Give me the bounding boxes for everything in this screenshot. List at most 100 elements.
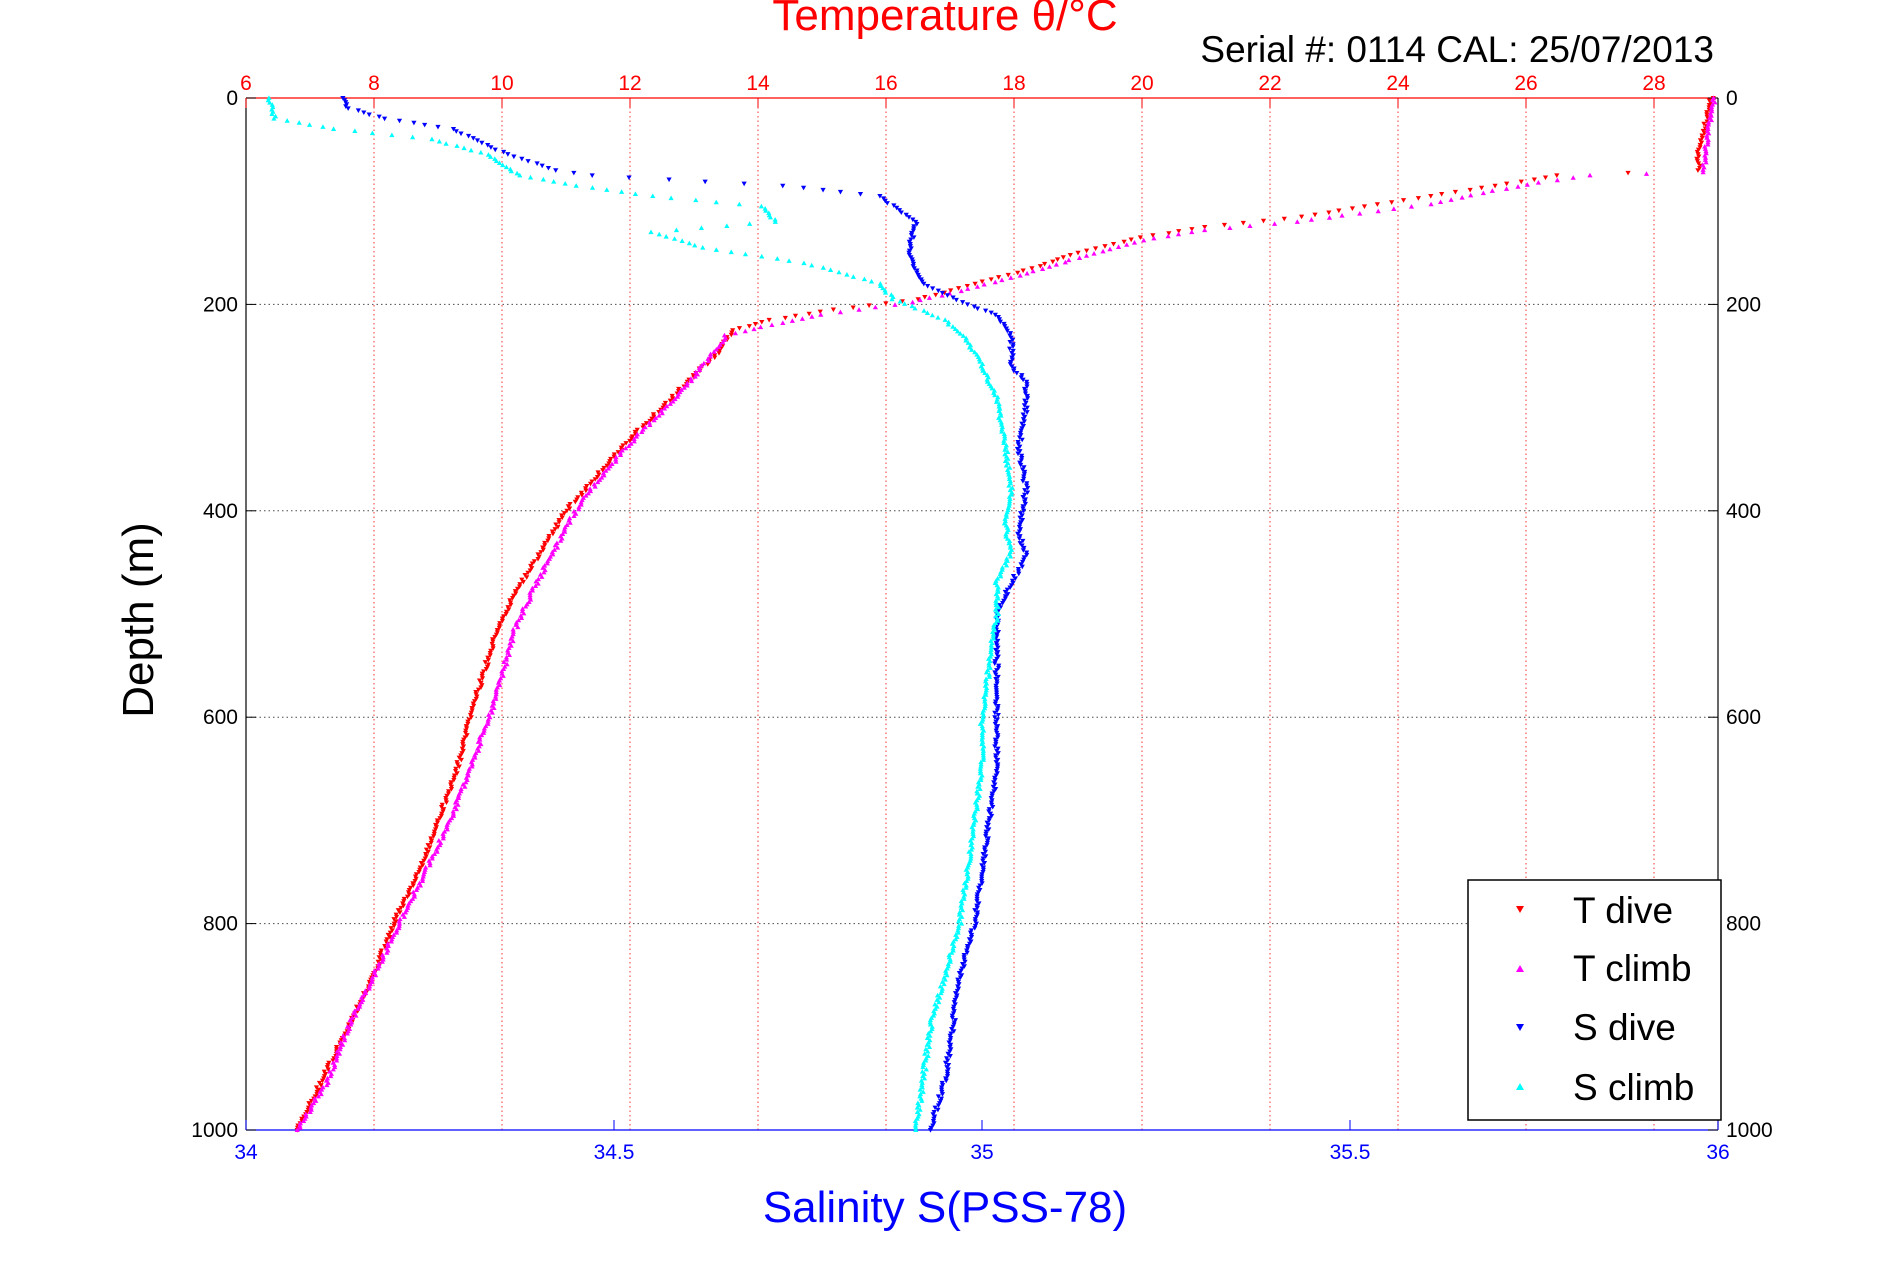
data-point — [970, 831, 976, 836]
data-point — [915, 297, 921, 302]
data-point — [930, 286, 936, 291]
data-point — [1012, 576, 1019, 581]
data-point — [868, 278, 875, 284]
data-point — [963, 885, 969, 890]
data-point — [1227, 225, 1233, 231]
data-point — [711, 349, 717, 354]
data-point — [1009, 578, 1016, 584]
data-point — [535, 581, 541, 586]
data-point — [349, 1015, 355, 1020]
data-point — [1524, 182, 1530, 187]
data-point — [924, 310, 931, 315]
data-point — [465, 770, 471, 776]
data-point — [1700, 167, 1706, 172]
data-point — [919, 1082, 925, 1088]
data-point — [889, 296, 895, 302]
data-point — [934, 992, 941, 998]
data-point — [479, 140, 485, 146]
data-point — [344, 1024, 350, 1029]
data-point — [1024, 552, 1030, 558]
data-point — [516, 617, 522, 623]
data-point — [313, 1098, 319, 1103]
data-point — [705, 356, 711, 361]
data-point — [1029, 266, 1035, 271]
data-point — [1705, 119, 1712, 125]
data-point — [324, 1082, 330, 1088]
data-point — [1128, 237, 1134, 243]
data-point — [758, 203, 764, 209]
data-point — [604, 463, 610, 469]
data-point — [1024, 393, 1030, 399]
data-point — [1294, 219, 1300, 224]
data-point — [986, 674, 993, 679]
data-point — [977, 766, 984, 771]
data-point — [603, 468, 609, 473]
data-point — [927, 1017, 934, 1023]
data-point — [472, 754, 478, 760]
data-point — [988, 645, 994, 650]
data-point — [850, 274, 856, 279]
data-point — [513, 620, 520, 625]
data-point — [978, 777, 984, 783]
data-point — [999, 277, 1005, 283]
data-point — [320, 124, 326, 129]
data-point — [995, 595, 1001, 601]
data-point — [942, 977, 948, 982]
data-point — [573, 183, 579, 188]
data-point — [1042, 261, 1048, 267]
data-point — [1189, 229, 1195, 235]
data-point — [1007, 585, 1013, 591]
data-point — [970, 826, 976, 832]
data-point — [983, 308, 989, 314]
data-point — [271, 116, 277, 121]
data-point — [669, 396, 676, 401]
data-point — [567, 520, 573, 525]
data-point — [921, 1075, 928, 1081]
data-point — [485, 143, 491, 148]
data-point — [669, 393, 675, 399]
data-point — [1017, 534, 1023, 539]
data-point — [619, 189, 625, 194]
data-point — [558, 538, 564, 543]
data-point — [545, 165, 552, 171]
data-point — [990, 804, 996, 810]
depth-tick-label-left: 0 — [226, 87, 238, 110]
data-point — [453, 806, 459, 812]
data-point — [519, 606, 526, 611]
data-point — [444, 824, 450, 830]
data-point — [1221, 222, 1228, 228]
data-point — [572, 499, 578, 505]
data-point — [1037, 264, 1043, 269]
data-point — [613, 456, 619, 462]
data-point — [659, 410, 665, 416]
data-point — [1009, 489, 1015, 495]
data-point — [933, 292, 939, 298]
data-point — [458, 757, 464, 763]
data-point — [491, 705, 497, 711]
data-point — [995, 618, 1001, 623]
data-point — [998, 419, 1004, 425]
data-point — [979, 732, 985, 738]
data-point — [556, 520, 562, 525]
data-point — [926, 1044, 933, 1049]
data-point — [567, 506, 573, 512]
data-point — [955, 929, 961, 935]
data-point — [769, 322, 775, 328]
data-point — [898, 210, 904, 216]
data-point — [987, 665, 993, 670]
data-point — [453, 129, 459, 134]
data-point — [1503, 186, 1510, 191]
data-point — [1428, 201, 1434, 207]
data-point — [615, 450, 621, 455]
data-point — [1003, 531, 1009, 537]
data-point — [393, 914, 400, 920]
data-point — [716, 344, 722, 350]
data-point — [303, 1111, 309, 1117]
data-point — [375, 965, 381, 971]
data-point — [1439, 191, 1445, 197]
data-point — [673, 227, 680, 233]
data-point — [333, 1055, 340, 1061]
depth-tick-label-right: 200 — [1726, 293, 1761, 316]
data-point — [642, 424, 648, 430]
data-point — [1531, 177, 1537, 183]
